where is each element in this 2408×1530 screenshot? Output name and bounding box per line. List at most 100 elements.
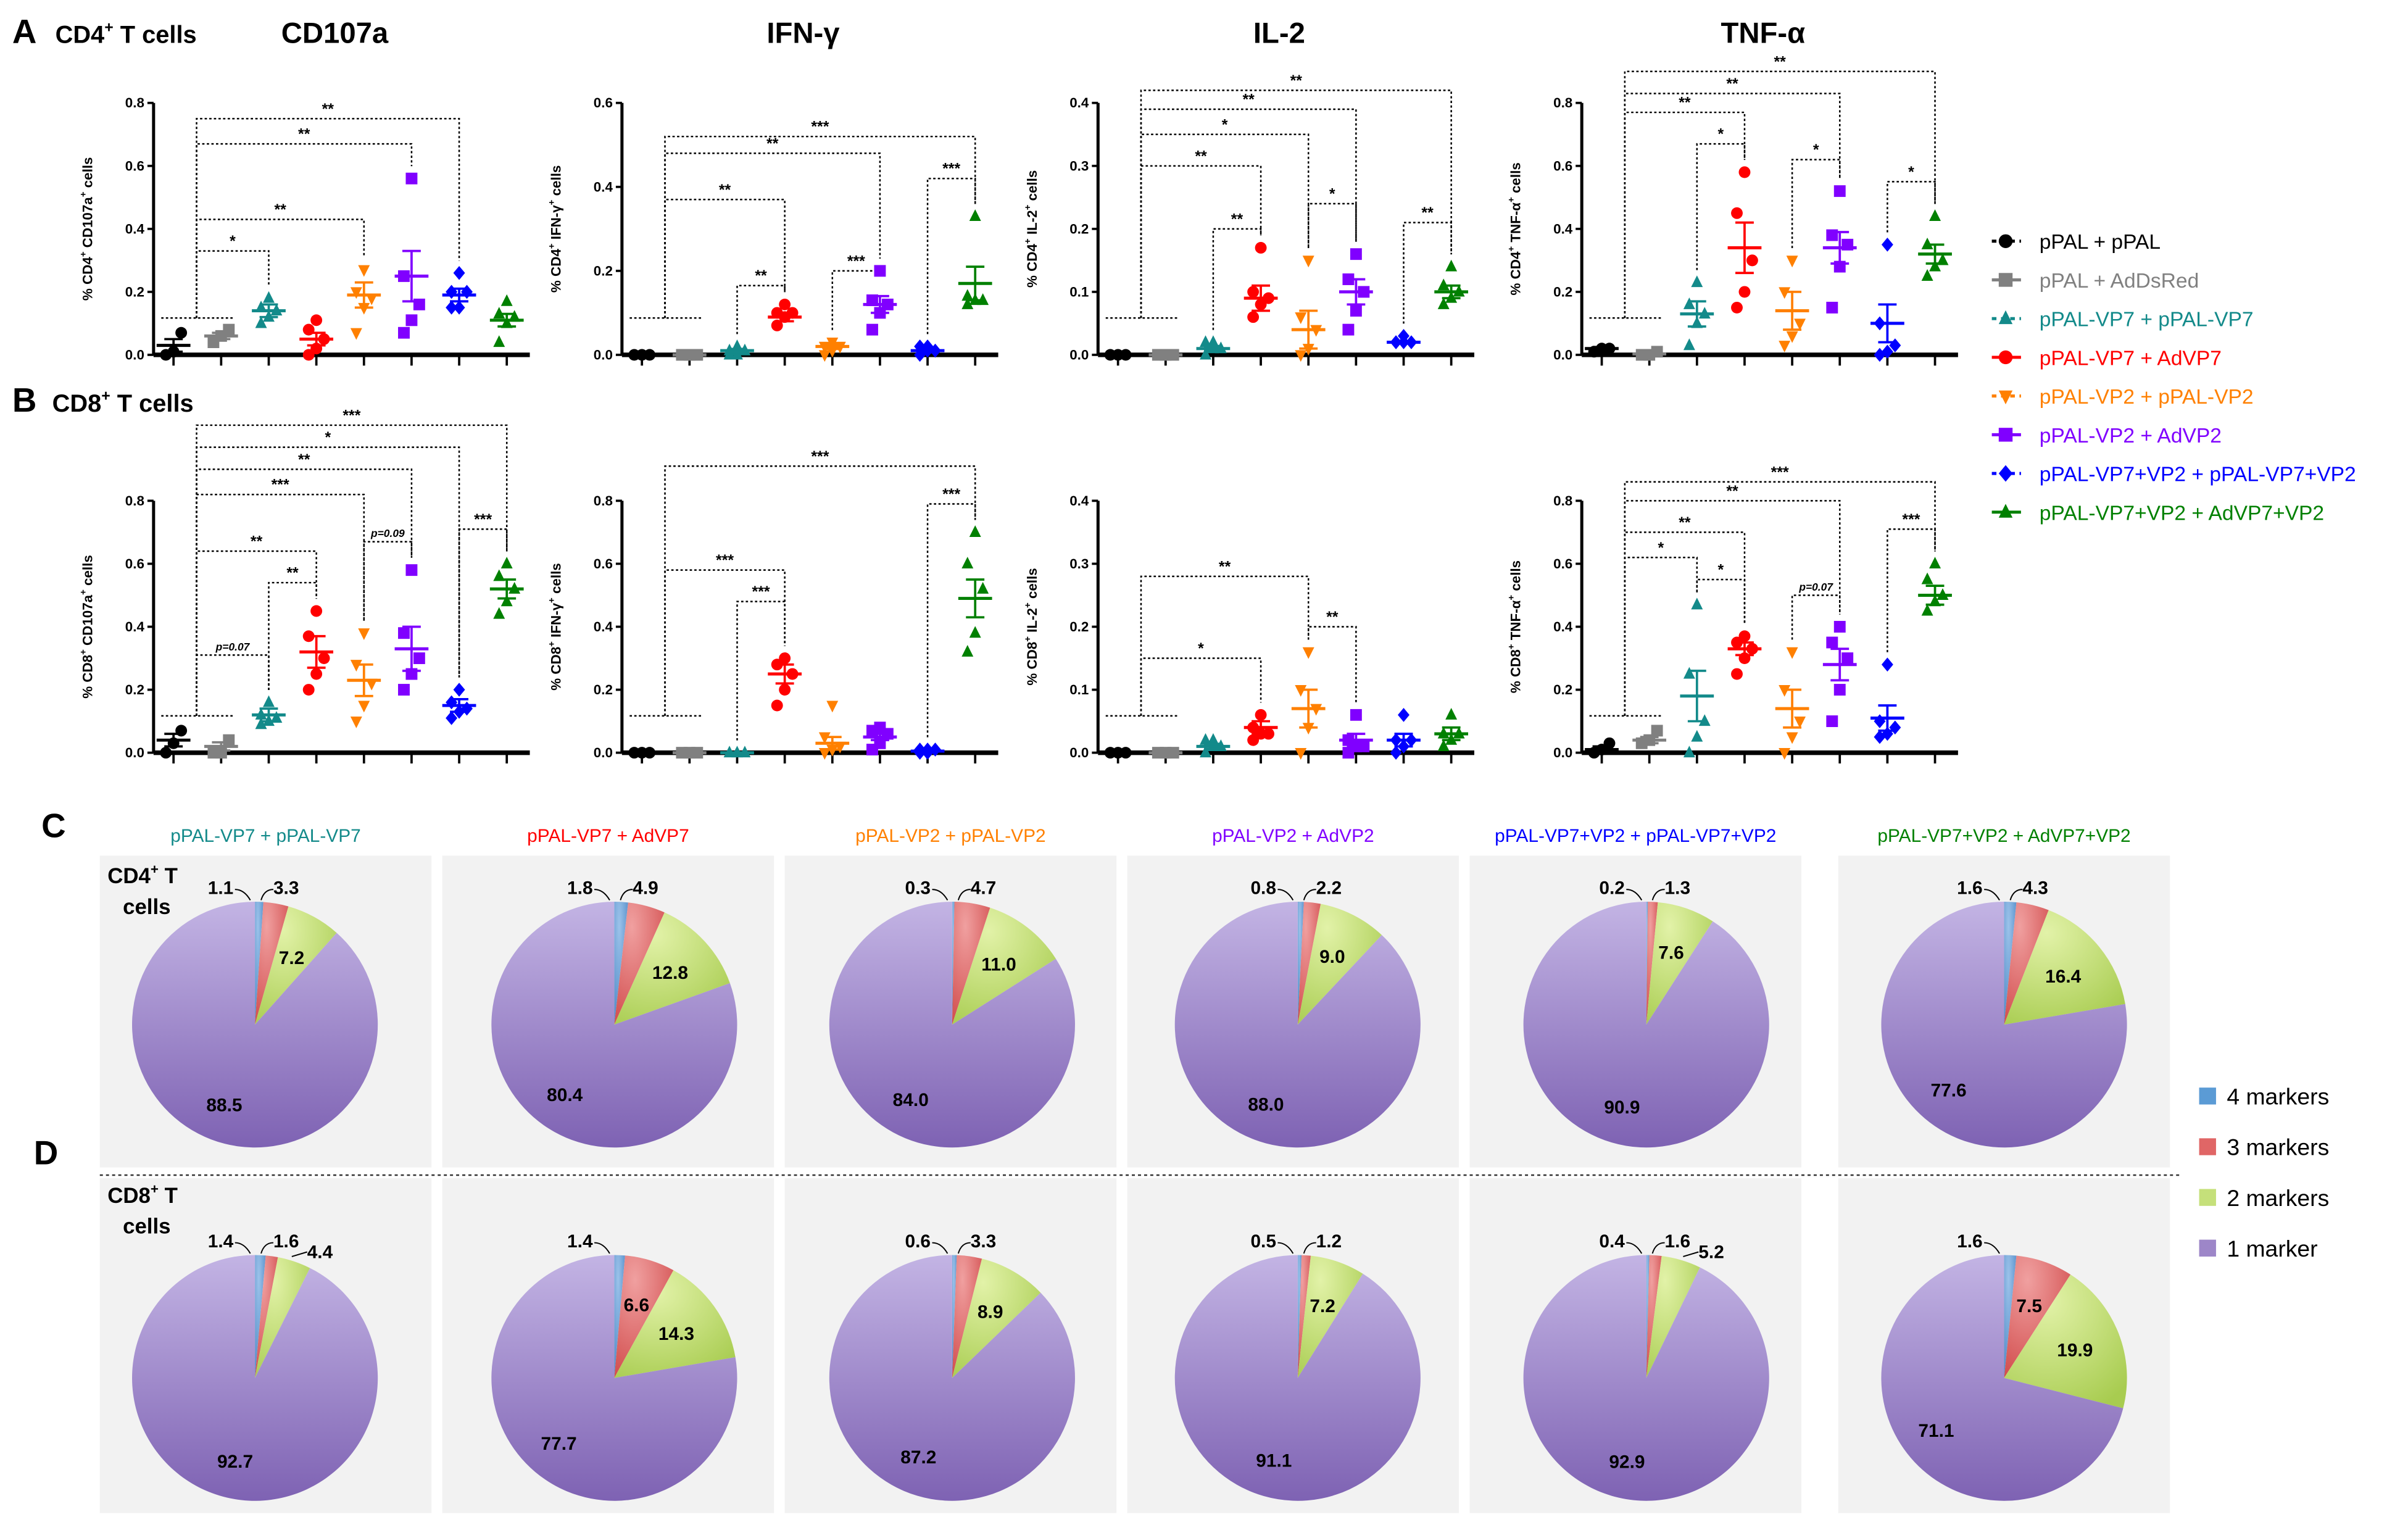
pie-value-label: 0.4 (1599, 1231, 1625, 1252)
pie-value-label: 4.7 (971, 878, 997, 899)
significance-label: ** (1726, 483, 1738, 500)
significance-bracket (1624, 111, 1746, 318)
group-legend: pPAL + pPAL pPAL + AdDsRed pPAL-VP7 + pPAL… (1991, 231, 2356, 525)
pie-chart: pPAL-VP2 + AdVP2 0.8 2.2 9.0 88.0 (1127, 826, 1459, 1168)
data-point (446, 711, 458, 725)
y-tick-label: 0.4 (125, 221, 145, 236)
y-tick-label: 0.0 (1553, 745, 1572, 760)
significance-label: ** (1195, 148, 1207, 165)
data-point (969, 525, 981, 537)
pie-value-label: 7.6 (1658, 942, 1684, 963)
significance-bracket (1307, 626, 1357, 703)
data-point (1295, 312, 1307, 325)
pie-value-label: 91.1 (1256, 1451, 1292, 1471)
pie-slice (1297, 902, 1321, 1025)
data-point (1683, 338, 1695, 351)
pie-value-label: 19.9 (2057, 1340, 2093, 1360)
y-axis-label-part: % CD4 (1508, 251, 1524, 295)
legend-item: pPAL + AdDsRed (1991, 270, 2199, 293)
pie-slice (952, 902, 990, 1025)
significance-bracket (196, 218, 365, 318)
pie-slice (1881, 1255, 2124, 1501)
leader-line (1303, 1242, 1316, 1254)
pie-legend-label: 1 marker (2227, 1236, 2317, 1262)
y-axis-label: % CD8+ CD107a+ cells (78, 555, 95, 699)
leader-line (1303, 889, 1316, 900)
data-point (461, 285, 473, 299)
significance-label: * (325, 429, 331, 446)
data-point (779, 652, 791, 664)
significance-label: ** (1421, 204, 1434, 222)
panel-label-a: A (12, 12, 37, 51)
significance-bracket (926, 177, 976, 335)
y-axis-label-part: cells (548, 165, 563, 200)
pie-slice (1297, 902, 1304, 1025)
y-axis-label: % CD4+ IFN-γ+ cells (546, 165, 563, 293)
significance-bracket (196, 446, 460, 716)
y-tick-label: 0.2 (125, 284, 144, 299)
pie-value-label: 84.0 (893, 1090, 929, 1110)
significance-bracket (1403, 222, 1452, 324)
legend-item: pPAL-VP7 + AdVP7 (1991, 347, 2222, 370)
pie-slice (614, 902, 628, 1025)
data-point (1295, 748, 1307, 760)
significance-bracket (1624, 70, 1936, 318)
pie-slice (491, 1255, 737, 1501)
pie-value-label: 6.6 (624, 1295, 650, 1315)
data-point (160, 747, 172, 759)
y-axis-label-part: + (78, 649, 88, 655)
data-point (1929, 209, 1941, 222)
significance-bracket (1624, 93, 1841, 318)
y-tick-label: 0.4 (1069, 95, 1089, 110)
data-point (1295, 350, 1307, 362)
pie-value-label: 4.4 (307, 1242, 333, 1262)
y-tick-label: 0.3 (1069, 158, 1089, 173)
pie-slice (1297, 904, 1382, 1025)
pie-value-label: 1.3 (1665, 878, 1691, 899)
y-axis-label-part: % CD4 (80, 257, 95, 301)
pie-value-label: 4.3 (2022, 878, 2048, 899)
data-point (500, 294, 513, 306)
data-point (731, 347, 743, 360)
significance-bracket (1140, 89, 1452, 318)
panel-label-d: D (34, 1134, 59, 1172)
data-point (1826, 715, 1838, 728)
row-header-cd8: CD8+ T cells (52, 388, 194, 417)
data-point (1255, 242, 1267, 254)
pie-value-label: 0.2 (1599, 878, 1625, 899)
leader-line (957, 889, 971, 900)
y-axis-label-part: cells (1508, 162, 1524, 197)
legend-item: pPAL-VP7+VP2 + pPAL-VP7+VP2 (1991, 464, 2356, 486)
pie-slice (132, 902, 378, 1148)
diamond-icon (1998, 465, 2013, 482)
data-point (405, 564, 418, 576)
pie-value-label: 92.9 (1609, 1452, 1645, 1472)
scatter-plot: 0.00.20.40.60.8% CD8+ TNF-α+ cells****p=… (1506, 464, 1958, 764)
significance-bracket (458, 528, 508, 678)
leader-line (932, 1242, 949, 1254)
color-swatch-icon (2199, 1189, 2216, 1206)
significance-bracket (1696, 578, 1746, 624)
data-point (1826, 636, 1838, 649)
y-tick-label: 0.0 (594, 347, 613, 362)
pie-slice (255, 1255, 278, 1378)
panel-label-b: B (12, 381, 37, 419)
significance-bracket (196, 493, 365, 716)
legend-item: pPAL-VP7+VP2 + AdVP7+VP2 (1991, 502, 2324, 525)
pie-value-label: 2.2 (1316, 878, 1342, 899)
data-point (358, 265, 370, 277)
significance-label: *** (343, 407, 360, 424)
y-tick-label: 0.6 (125, 556, 144, 572)
significance-label: * (1222, 116, 1228, 133)
significance-bracket (664, 135, 976, 318)
data-point (446, 301, 458, 315)
leader-line (1277, 1242, 1294, 1254)
y-axis-label-part: CD107a (80, 197, 95, 252)
y-tick-label: 0.8 (1553, 493, 1572, 509)
significance-bracket (736, 285, 786, 335)
data-point (1437, 297, 1450, 309)
data-point (1826, 301, 1838, 314)
data-point (302, 349, 315, 361)
pie-slice (614, 1270, 736, 1378)
